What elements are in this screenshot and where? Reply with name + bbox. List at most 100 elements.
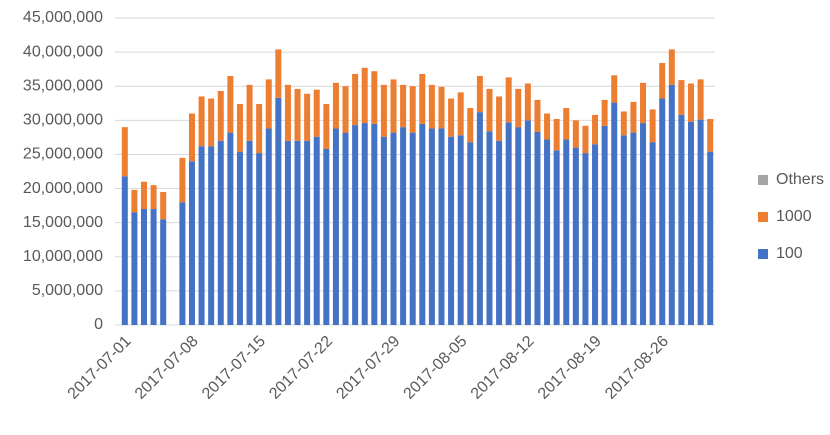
y-tick-label: 10,000,000	[23, 248, 103, 265]
bar-segment	[467, 108, 474, 143]
bar-segment	[707, 151, 714, 325]
bar-segment	[409, 86, 416, 133]
bar-segment	[313, 136, 320, 325]
bar-segment	[131, 212, 138, 325]
bar-segment	[688, 121, 695, 325]
bar-segment	[140, 181, 147, 210]
bar-segment	[208, 146, 215, 325]
legend-label: 100	[776, 245, 803, 262]
y-tick-label: 45,000,000	[23, 9, 103, 26]
bar-segment	[409, 132, 416, 325]
bar-segment	[342, 132, 349, 325]
bar-segment	[688, 83, 695, 122]
bar-segment	[390, 132, 397, 325]
bar-segment	[438, 86, 445, 129]
bar-segment	[121, 176, 128, 325]
bar-segment	[304, 93, 311, 141]
bar-segment	[611, 75, 618, 103]
bar-segment	[553, 150, 560, 325]
bar-segment	[649, 109, 656, 143]
bar-segment	[448, 136, 455, 325]
bar-segment	[544, 139, 551, 325]
bar-segment	[505, 77, 512, 123]
bar-segment	[659, 63, 666, 99]
bar-segment	[486, 131, 493, 325]
bar-segment	[313, 89, 320, 137]
bar-segment	[620, 135, 627, 325]
bar-segment	[496, 96, 503, 141]
x-tick-label: 2017-08-05	[401, 333, 471, 403]
bar-segment	[217, 90, 224, 141]
bar-segment	[179, 202, 186, 325]
bar-segment	[601, 99, 608, 126]
bar-segment	[227, 132, 234, 325]
bar-segment	[236, 151, 243, 325]
bar-segment	[198, 146, 205, 325]
bar-segment	[524, 120, 531, 325]
y-tick-label: 5,000,000	[32, 282, 103, 299]
bar-segment	[428, 84, 435, 129]
bar-segment	[678, 80, 685, 115]
bar-segment	[236, 103, 243, 152]
bar-segment	[707, 118, 714, 152]
bar-segment	[476, 112, 483, 325]
bar-segment	[361, 67, 368, 124]
bar-segment	[150, 185, 157, 210]
bar-segment	[601, 125, 608, 326]
bar-segment	[380, 136, 387, 325]
legend-label: 1000	[776, 208, 812, 225]
bar-segment	[265, 128, 272, 325]
bar-segment	[284, 140, 291, 325]
bar-segment	[150, 209, 157, 325]
bar-segment	[188, 161, 195, 325]
y-tick-label: 30,000,000	[23, 112, 103, 129]
bar-segment	[678, 114, 685, 326]
legend-swatch	[758, 175, 768, 185]
y-tick-label: 15,000,000	[23, 214, 103, 231]
bar-segment	[419, 73, 426, 124]
bar-segment	[467, 142, 474, 325]
bar-segment	[140, 209, 147, 325]
bar-segment	[342, 86, 349, 133]
bar-segment	[275, 49, 282, 98]
bar-segment	[361, 123, 368, 325]
bar-segment	[524, 83, 531, 121]
bar-segment	[400, 84, 407, 128]
bar-segment	[400, 127, 407, 326]
x-tick-label: 2017-07-29	[333, 333, 403, 403]
bar-segment	[515, 88, 522, 128]
bar-segment	[659, 98, 666, 325]
bar-segment	[352, 73, 359, 126]
y-tick-label: 20,000,000	[23, 180, 103, 197]
bar-segment	[582, 125, 589, 154]
bar-segment	[640, 82, 647, 124]
bar-segment	[371, 123, 378, 325]
bar-segment	[371, 71, 378, 124]
bar-segment	[697, 119, 704, 325]
bar-segment	[457, 135, 464, 325]
bar-segment	[592, 144, 599, 325]
bar-segment	[332, 128, 339, 325]
bar-segment	[160, 219, 167, 325]
y-tick-label: 35,000,000	[23, 77, 103, 94]
x-tick-label: 2017-08-12	[468, 333, 538, 403]
bar-segment	[486, 88, 493, 132]
y-tick-label: 25,000,000	[23, 146, 103, 163]
bar-segment	[227, 75, 234, 133]
bar-segment	[428, 128, 435, 325]
bar-segment	[256, 103, 263, 154]
bar-segment	[563, 139, 570, 325]
x-tick-label: 2017-08-26	[602, 333, 672, 403]
x-tick-label: 2017-07-08	[132, 333, 202, 403]
bar-segment	[668, 84, 675, 325]
legend-swatch	[758, 249, 768, 259]
bar-segment	[217, 140, 224, 325]
bar-segment	[544, 113, 551, 140]
bar-segment	[294, 88, 301, 141]
bar-segment	[553, 118, 560, 151]
bar-segment	[620, 111, 627, 136]
bar-segment	[284, 84, 291, 141]
legend-swatch	[758, 212, 768, 222]
bar-segment	[582, 153, 589, 325]
bar-segment	[380, 84, 387, 137]
